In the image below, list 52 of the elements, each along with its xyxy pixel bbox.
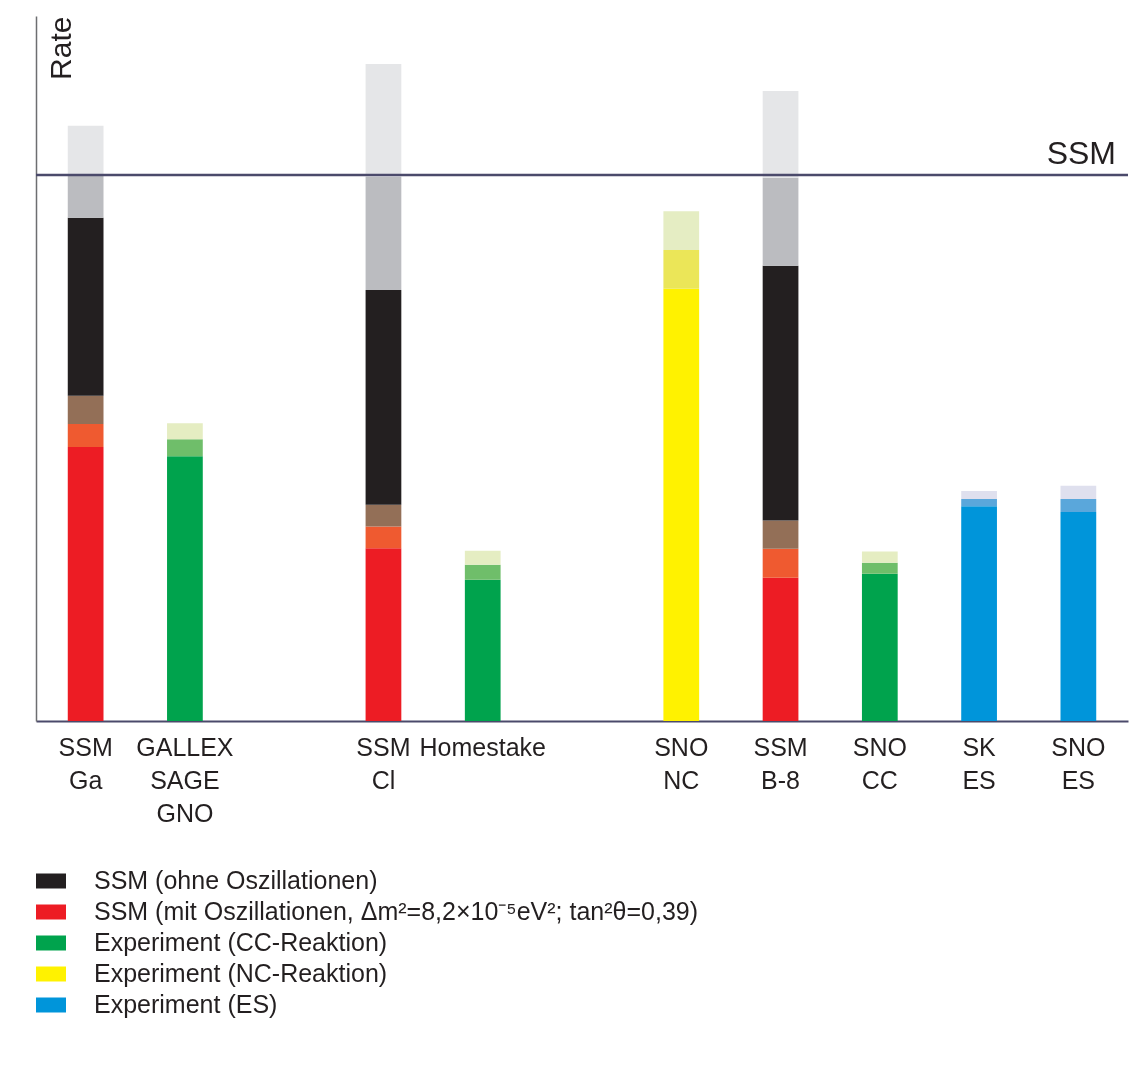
x-tick-label: SNO NC <box>654 732 709 794</box>
legend-label: SSM (ohne Oszillationen) <box>94 866 378 894</box>
x-tick-label: SNO ES <box>1051 732 1106 794</box>
x-tick-label: SK ES <box>962 732 997 794</box>
bar <box>663 211 700 250</box>
bar <box>762 577 799 721</box>
bar <box>762 265 799 521</box>
bar <box>464 550 501 565</box>
x-tick-label: SSM B-8 <box>753 732 808 794</box>
bar <box>961 506 997 721</box>
bar <box>365 289 402 505</box>
bar <box>762 90 799 178</box>
x-tick-label: GALLEX SAGE GNO <box>136 732 234 827</box>
bar <box>762 520 799 549</box>
bar <box>663 249 700 289</box>
bar <box>762 177 799 266</box>
bar <box>67 424 104 448</box>
x-tick-label: SSM Ga <box>58 732 113 794</box>
bar <box>365 548 402 721</box>
bar <box>67 125 104 175</box>
ref-line-label: SSM <box>1046 135 1116 171</box>
bar <box>67 217 104 396</box>
bar <box>961 498 997 507</box>
legend-label: Experiment (NC-Reaktion) <box>94 959 388 987</box>
bar <box>1060 485 1097 499</box>
legend-label: Experiment (CC-Reaktion) <box>94 928 388 956</box>
bar <box>365 176 402 290</box>
bar <box>167 423 203 440</box>
bar <box>67 395 104 425</box>
legend-label: SSM (mit Oszillationen, Δm²=8,2×10⁻⁵eV²; tan²θ=0,39) <box>94 897 699 925</box>
x-tick-label: Homestake <box>419 732 546 761</box>
bar <box>365 526 402 549</box>
bar <box>365 63 402 177</box>
x-tick-label: SNO CC <box>852 732 907 794</box>
x-tick-label: SSM Cl <box>356 732 411 794</box>
bar <box>1060 498 1097 513</box>
bar <box>663 288 700 721</box>
bar <box>464 564 501 580</box>
bar <box>365 504 402 527</box>
bar <box>167 439 203 457</box>
legend-label: Experiment (ES) <box>94 990 278 1018</box>
bar <box>861 551 898 563</box>
bar <box>762 548 799 578</box>
bar <box>861 562 898 574</box>
bar <box>67 447 104 721</box>
bar <box>1060 512 1097 721</box>
bar <box>861 573 898 721</box>
bar <box>961 491 997 499</box>
y-axis-title: Rate <box>43 16 77 80</box>
bar <box>67 175 104 218</box>
bar <box>167 456 203 721</box>
bar <box>464 579 501 721</box>
